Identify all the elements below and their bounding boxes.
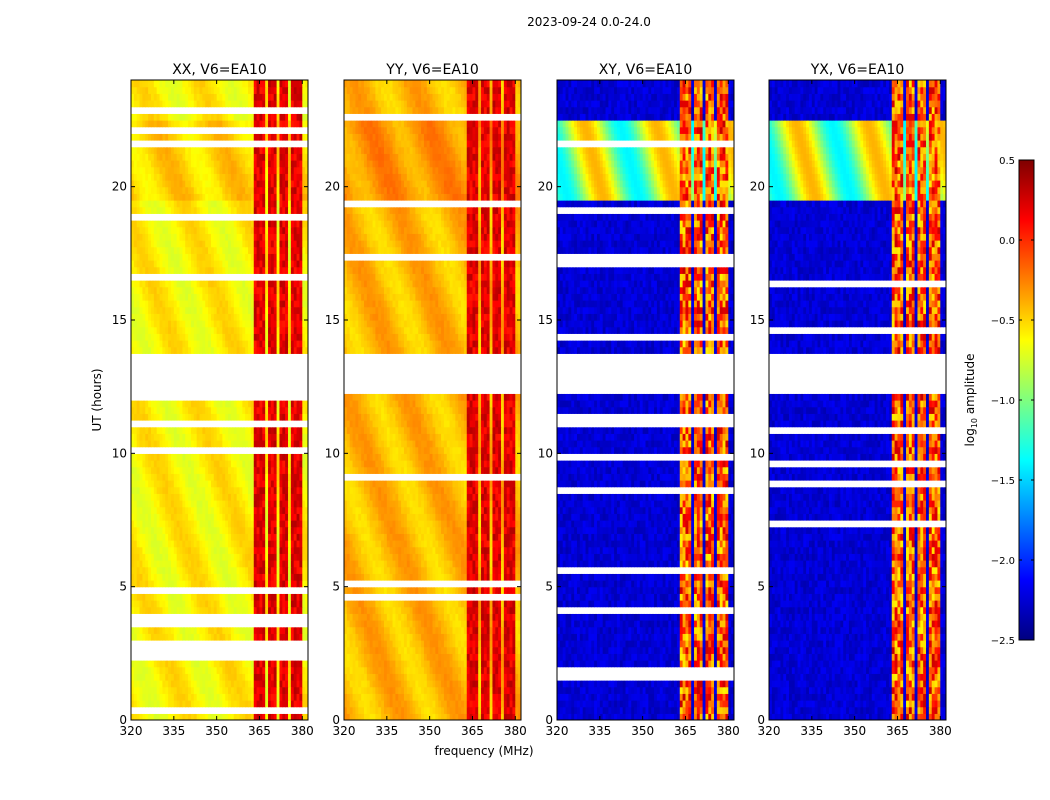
y-tick-label: 5 [545,580,553,594]
x-tick-label: 320 [120,724,143,738]
panel-title: YY, V6=EA10 [385,62,478,78]
colorbar-tick-label: −2.0 [991,556,1015,567]
heatmap-cells [557,80,734,720]
heatmap-cells [769,80,946,720]
x-tick-label: 335 [375,724,398,738]
y-tick-label: 0 [757,713,765,727]
panel-frame [343,79,522,721]
y-tick-label: 15 [750,313,765,327]
colorbar-tick-label: 0.5 [999,156,1015,167]
panel-xx: XX, V6=EA10 320 335 350 365 380 0 5 10 15 20 [112,62,314,738]
panel-yx: YX, V6=EA10 320 335 350 365 380 0 5 10 15 20 [750,62,952,738]
y-tick-label: 5 [332,580,340,594]
x-tick-label: 320 [546,724,569,738]
heatmap-cells [131,80,308,720]
panel-yy: YY, V6=EA10 320 335 350 365 380 0 5 10 15 20 [325,62,527,738]
x-tick-label: 365 [248,724,271,738]
colorbar-tick-label: −0.5 [991,316,1015,327]
y-tick-label: 10 [112,446,127,460]
x-tick-label: 380 [717,724,740,738]
colorbar: 0.5 0.0 −0.5 −1.0 −1.5 −2.0 −2.5 log10 amplitud… [963,156,1035,647]
x-tick-label: 335 [588,724,611,738]
panel-title: YX, V6=EA10 [810,62,905,78]
panel-frame [130,79,309,721]
y-tick-label: 10 [750,446,765,460]
y-tick-label: 0 [119,713,127,727]
suptitle: 2023-09-24 0.0-24.0 [527,15,651,29]
x-axis-label: frequency (MHz) [434,744,533,758]
x-tick-label: 365 [886,724,909,738]
x-tick-label: 350 [418,724,441,738]
colorbar-label: log10 amplitude [963,354,979,447]
colorbar-tick-label: −2.5 [991,636,1015,647]
y-tick-label: 10 [325,446,340,460]
x-tick-label: 350 [843,724,866,738]
colorbar-tick-label: −1.5 [991,476,1015,487]
y-tick-label: 15 [325,313,340,327]
y-tick-label: 0 [332,713,340,727]
x-tick-label: 380 [504,724,527,738]
panel-frame [556,79,735,721]
panel-title: XY, V6=EA10 [599,62,693,78]
x-tick-label: 335 [800,724,823,738]
heatmap-cells [344,80,521,720]
y-tick-label: 10 [538,446,553,460]
y-tick-label: 20 [112,180,127,194]
x-tick-label: 365 [461,724,484,738]
x-tick-label: 320 [758,724,781,738]
x-tick-label: 350 [631,724,654,738]
colorbar-tick-label: −1.0 [991,396,1015,407]
x-tick-label: 365 [674,724,697,738]
x-tick-label: 380 [929,724,952,738]
x-tick-label: 335 [162,724,185,738]
x-tick-label: 350 [205,724,228,738]
panel-title: XX, V6=EA10 [172,62,267,78]
y-tick-label: 15 [112,313,127,327]
y-tick-label: 20 [750,180,765,194]
y-tick-label: 5 [119,580,127,594]
x-tick-label: 320 [333,724,356,738]
colorbar-tick-label: 0.0 [999,236,1015,247]
x-tick-label: 380 [291,724,314,738]
y-tick-label: 15 [538,313,553,327]
y-tick-label: 20 [538,180,553,194]
panel-xy: XY, V6=EA10 320 335 350 365 380 0 5 10 15 20 [538,62,740,738]
panel-frame [768,79,947,721]
y-tick-label: 5 [757,580,765,594]
y-axis-label: UT (hours) [90,368,104,431]
y-tick-label: 20 [325,180,340,194]
y-tick-label: 0 [545,713,553,727]
